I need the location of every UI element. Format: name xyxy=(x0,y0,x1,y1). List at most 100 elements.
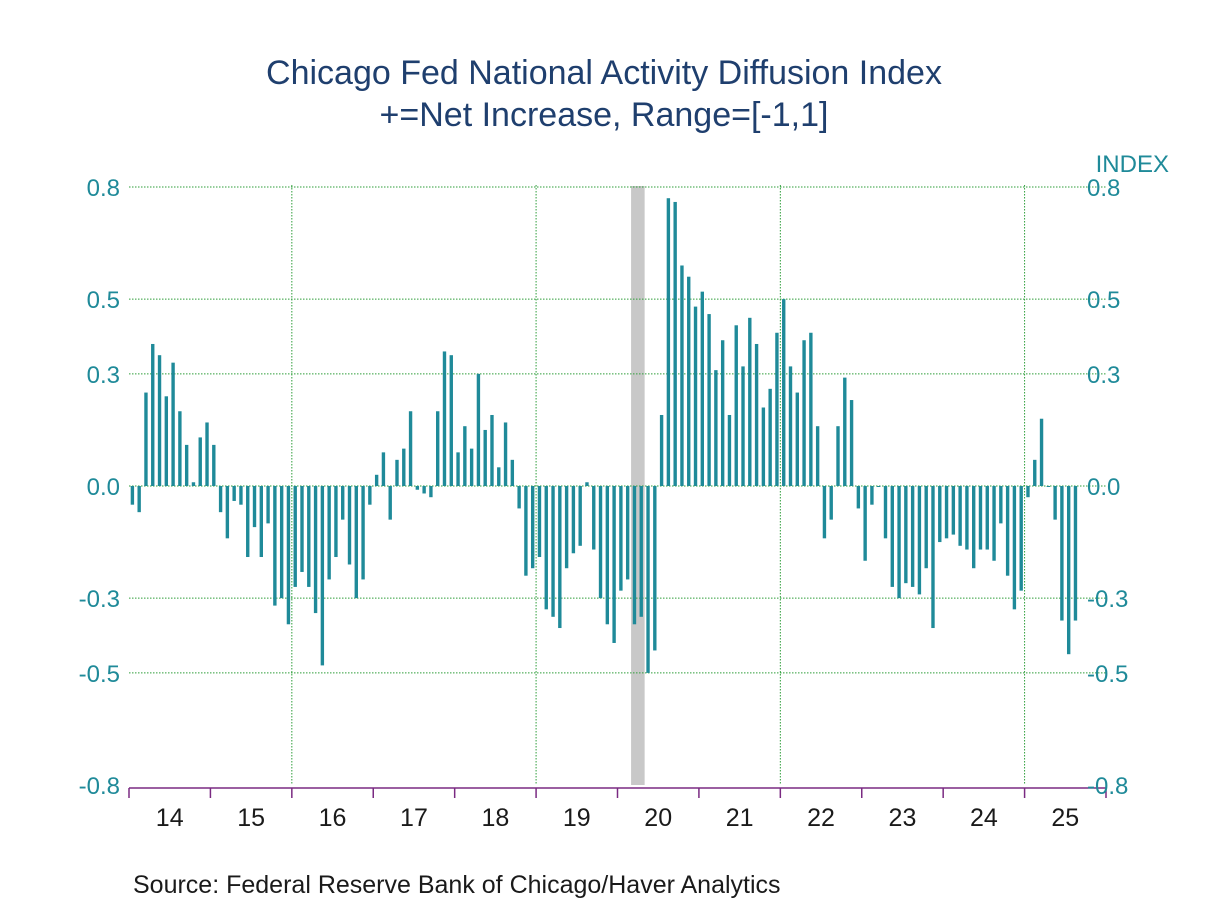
bar xyxy=(1033,459,1037,486)
bar xyxy=(164,396,169,486)
bar xyxy=(1026,486,1030,498)
bar xyxy=(605,486,610,625)
bar xyxy=(646,486,650,673)
bar xyxy=(524,486,528,576)
bar xyxy=(978,486,983,550)
bar xyxy=(944,486,949,539)
bar xyxy=(144,392,148,486)
bar xyxy=(619,486,623,591)
bar xyxy=(815,426,820,486)
bar xyxy=(436,411,440,486)
x-tick-label: 21 xyxy=(726,804,754,832)
x-axis-labels: 14 15 16 17 18 19 20 21 22 23 24 25 xyxy=(156,804,1079,832)
bar xyxy=(1005,486,1010,576)
bar xyxy=(374,474,379,486)
bar xyxy=(327,486,331,580)
y-tick-label-left: 0.5 xyxy=(87,287,120,314)
bar xyxy=(680,265,684,486)
bar xyxy=(442,351,447,486)
bar xyxy=(727,414,732,486)
bar xyxy=(354,486,358,599)
bar xyxy=(734,325,738,486)
bar xyxy=(347,486,352,565)
bar xyxy=(429,486,433,498)
recession-shading xyxy=(631,186,645,785)
y-tick-label-right: -0.8 xyxy=(1087,773,1128,800)
bar xyxy=(171,362,175,486)
y-tick-label-left: 0.8 xyxy=(87,175,120,202)
bar xyxy=(341,486,345,520)
bar xyxy=(856,486,861,509)
bar xyxy=(503,422,508,486)
bar xyxy=(212,444,216,486)
x-tick-label: 15 xyxy=(237,804,265,832)
bar xyxy=(259,486,263,558)
bar xyxy=(592,486,596,550)
bar xyxy=(334,486,338,558)
y-tick-label-right: -0.5 xyxy=(1087,661,1128,688)
bar xyxy=(768,388,772,486)
bar xyxy=(849,400,854,486)
bar xyxy=(782,299,786,487)
bar xyxy=(863,486,867,561)
bar xyxy=(279,486,284,599)
bar xyxy=(700,291,704,486)
x-tick-label: 17 xyxy=(400,804,428,832)
bar xyxy=(931,486,935,629)
bar xyxy=(829,486,833,520)
bar xyxy=(232,486,236,501)
bar xyxy=(395,459,399,486)
bar xyxy=(1046,486,1051,487)
bar xyxy=(490,414,494,486)
bar-series xyxy=(130,198,1078,673)
bar xyxy=(517,486,521,509)
y-tick-label-right: -0.3 xyxy=(1087,586,1128,613)
bar xyxy=(463,426,467,486)
bar xyxy=(544,486,548,610)
bar xyxy=(666,198,671,486)
bar xyxy=(1060,486,1064,621)
bar xyxy=(558,486,562,629)
bar xyxy=(307,486,311,587)
bar xyxy=(917,486,922,595)
bar xyxy=(822,486,827,539)
bar xyxy=(904,486,908,584)
bar xyxy=(910,486,915,587)
bar xyxy=(571,486,576,554)
bar xyxy=(707,314,711,486)
chart-title: Chicago Fed National Activity Diffusion … xyxy=(266,54,942,92)
bar xyxy=(870,486,874,505)
chart-subtitle: +=Net Increase, Range=[-1,1] xyxy=(379,96,829,134)
bar xyxy=(151,343,155,486)
bar xyxy=(748,317,752,486)
bar xyxy=(775,332,779,486)
bar xyxy=(598,486,603,599)
bar xyxy=(225,486,230,539)
bar xyxy=(754,343,759,486)
bar xyxy=(239,486,243,505)
x-tick-label: 22 xyxy=(807,804,835,832)
bar xyxy=(653,486,657,651)
x-tick-label: 14 xyxy=(156,804,184,832)
recession-band xyxy=(631,186,645,785)
x-tick-label: 23 xyxy=(889,804,917,832)
bar xyxy=(924,486,928,569)
bar xyxy=(659,414,664,486)
bar xyxy=(578,486,582,546)
bar xyxy=(612,486,616,643)
bar xyxy=(157,355,162,486)
bar xyxy=(218,486,223,513)
bar xyxy=(843,377,847,486)
bar xyxy=(198,437,202,486)
bar xyxy=(497,467,501,486)
bar xyxy=(788,366,793,486)
y-axis-labels: 0.8 0.8 0.5 0.5 0.3 0.3 0.0 0.0 -0.3 -0.3 -0.5 -0.5… xyxy=(79,175,1129,800)
bar xyxy=(693,306,698,486)
bar xyxy=(381,452,386,486)
bar xyxy=(191,482,196,486)
bar xyxy=(999,486,1003,524)
bar xyxy=(300,486,304,572)
bar xyxy=(687,276,691,486)
bar xyxy=(252,486,257,528)
